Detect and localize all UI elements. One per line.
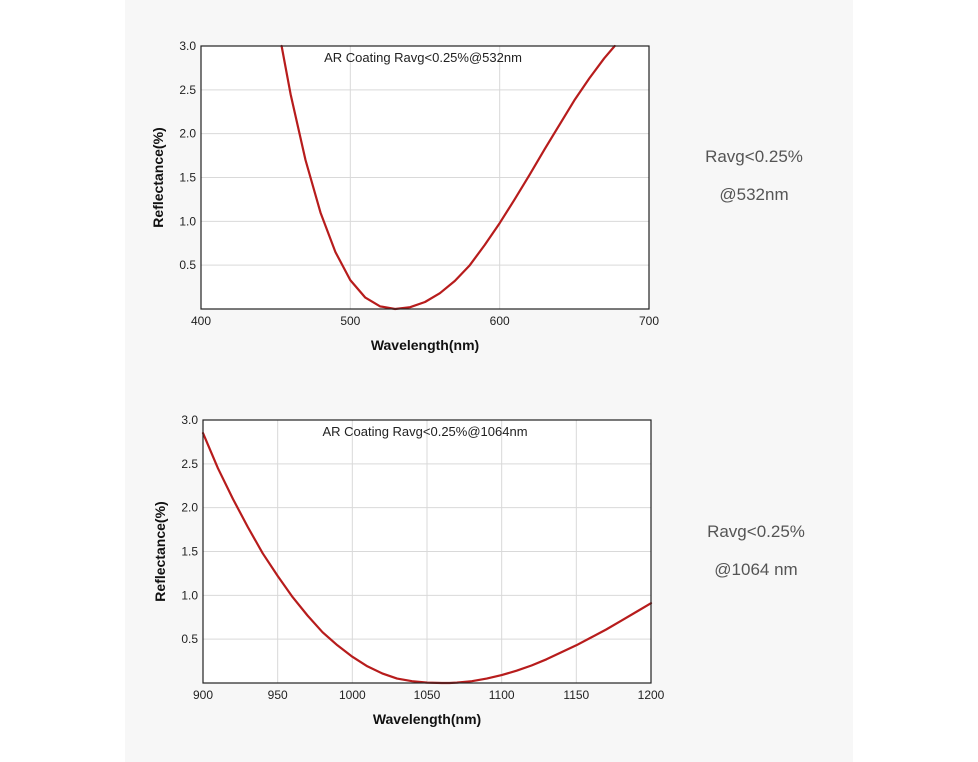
chart-532nm: 400 500 600 700 0.5 1.0 1.5 2.0 2.5 3.0 AR Coating… — [150, 39, 659, 353]
y-tick-label: 1.5 — [181, 545, 198, 559]
x-axis-label: Wavelength(nm) — [373, 711, 481, 727]
chart-1064nm: 900 950 1000 1050 1100 1150 1200 0.5 1.0 1.5 2.0 2.… — [152, 413, 665, 727]
plot-frame — [200, 45, 650, 310]
y-tick-label: 1.0 — [181, 588, 198, 602]
x-tick-label: 1000 — [339, 688, 366, 702]
x-tick-label: 950 — [268, 688, 288, 702]
y-tick-label: 3.0 — [181, 413, 198, 427]
note-line-1: Ravg<0.25% — [705, 147, 803, 166]
x-tick-label: 500 — [340, 314, 360, 328]
note-1064nm: Ravg<0.25% @1064 nm — [676, 522, 836, 580]
x-tick-label: 1100 — [489, 688, 515, 702]
y-tick-label: 2.0 — [181, 501, 198, 515]
y-tick-label: 2.5 — [179, 83, 196, 97]
chart-title: AR Coating Ravg<0.25%@1064nm — [322, 424, 527, 439]
note-line-2: @532nm — [719, 185, 789, 204]
x-tick-label: 900 — [193, 688, 213, 702]
y-tick-label: 2.5 — [181, 457, 198, 471]
y-axis-label: Reflectance(%) — [150, 127, 166, 227]
chart-title: AR Coating Ravg<0.25%@532nm — [324, 50, 522, 65]
x-tick-label: 400 — [191, 314, 211, 328]
x-axis-label: Wavelength(nm) — [371, 337, 479, 353]
x-tick-label: 600 — [490, 314, 510, 328]
plot-frame — [202, 419, 652, 684]
y-tick-label: 0.5 — [179, 258, 196, 272]
series-line — [280, 44, 616, 311]
x-tick-label: 700 — [639, 314, 659, 328]
x-tick-label: 1050 — [414, 688, 441, 702]
note-line-2: @1064 nm — [714, 560, 798, 579]
y-axis-label: Reflectance(%) — [152, 501, 168, 601]
y-tick-label: 0.5 — [181, 632, 198, 646]
y-tick-label: 1.5 — [179, 171, 196, 185]
y-tick-label: 1.0 — [179, 214, 196, 228]
y-tick-label: 3.0 — [179, 39, 196, 53]
x-tick-label: 1150 — [563, 688, 589, 702]
x-tick-label: 1200 — [638, 688, 665, 702]
note-line-1: Ravg<0.25% — [707, 522, 805, 541]
y-tick-label: 2.0 — [179, 127, 196, 141]
note-532nm: Ravg<0.25% @532nm — [674, 147, 834, 205]
